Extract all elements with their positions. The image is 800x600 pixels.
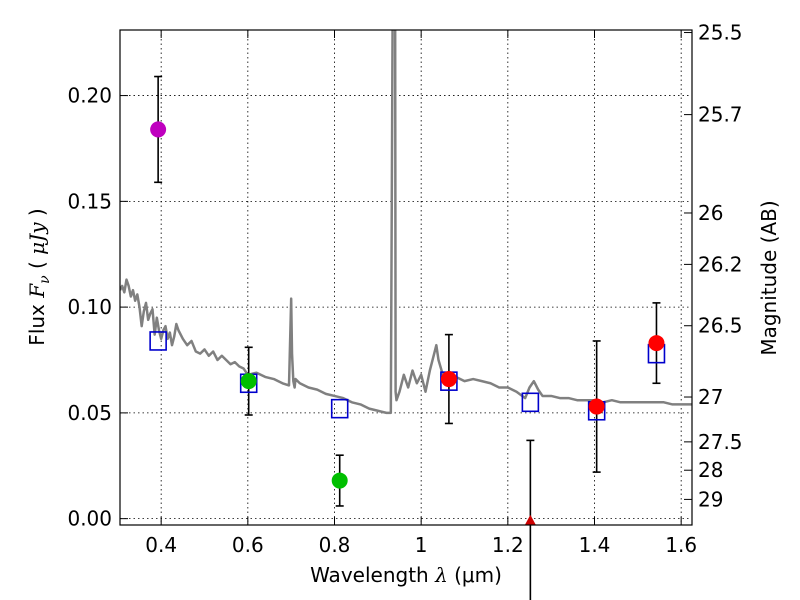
observed-point (150, 121, 167, 138)
observed-point (331, 472, 348, 489)
observed-point (440, 371, 457, 388)
y2-tick-label: 27 (698, 385, 723, 409)
observed-point (588, 398, 605, 415)
grid-lines (120, 30, 692, 525)
y-tick-label: 0.05 (67, 401, 112, 425)
error-bars (154, 75, 661, 600)
model-point (149, 331, 167, 351)
y2-tick-label: 25.5 (698, 21, 743, 45)
x-tick-labels: 0.4 0.6 0.8 1 1.2 1.4 1.6 (145, 533, 697, 557)
model-markers (149, 331, 666, 421)
y2-tick-label: 29 (698, 487, 723, 511)
y2-tick-label: 28 (698, 458, 723, 482)
x-axis-label: Wavelength λ (μm) (310, 563, 502, 587)
x-tick-label: 1.2 (492, 533, 524, 557)
plot-frame (119, 29, 693, 526)
x-tick-label: 1 (415, 533, 428, 557)
y-tick-label: 0.00 (67, 507, 112, 531)
model-point (521, 392, 540, 413)
y2-tick-label: 26.2 (698, 252, 743, 276)
model-point (330, 398, 349, 419)
x-tick-label: 0.6 (232, 533, 264, 557)
y2-axis-label: Magnitude (AB) (757, 200, 781, 355)
observed-markers (150, 121, 665, 525)
observed-point (648, 335, 665, 352)
x-tick-label: 1.4 (579, 533, 611, 557)
y2-tick-label: 25.7 (698, 103, 743, 127)
template-spectrum (120, 30, 692, 415)
x-tick-label: 1.6 (665, 533, 697, 557)
axis-ticks (120, 30, 692, 525)
y-tick-label: 0.15 (67, 189, 112, 213)
y2-tick-label: 26.5 (698, 314, 743, 338)
y-axis-label: Flux Fν ( μJy ) (25, 208, 53, 345)
y2-tick-labels: 25.5 25.7 26 26.2 26.5 27 27.5 28 29 (698, 21, 743, 512)
y-tick-labels: 0.00 0.05 0.10 0.15 0.20 (67, 84, 112, 531)
y2-tick-label: 26 (698, 201, 723, 225)
upper-limit-point (524, 514, 536, 525)
spectrum-line (120, 30, 692, 415)
x-tick-label: 0.8 (319, 533, 351, 557)
y-tick-label: 0.20 (67, 84, 112, 108)
x-tick-label: 0.4 (145, 533, 177, 557)
y2-tick-label: 27.5 (698, 430, 743, 454)
observed-point (240, 373, 257, 390)
y-tick-label: 0.10 (67, 295, 112, 319)
